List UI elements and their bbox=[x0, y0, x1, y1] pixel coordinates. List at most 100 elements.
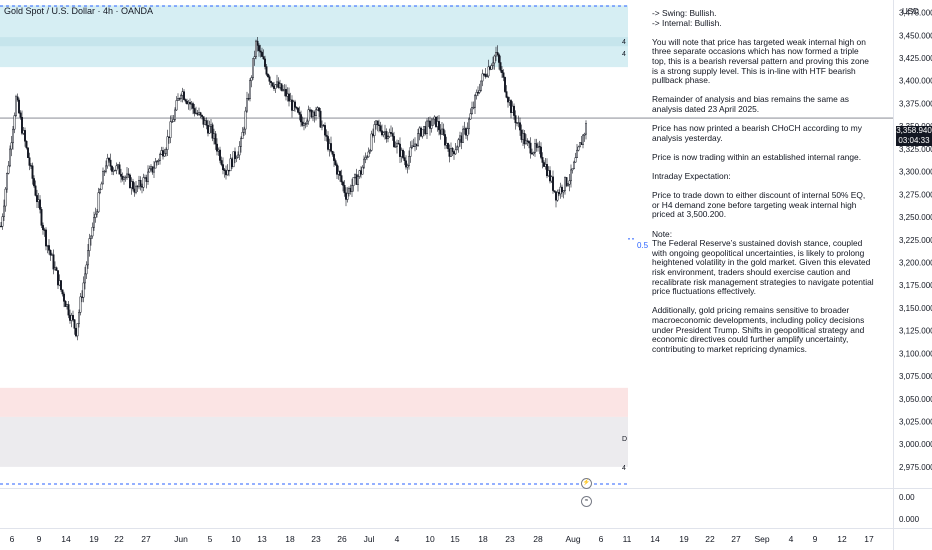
candle-body bbox=[451, 148, 454, 152]
candle-body bbox=[406, 165, 409, 168]
candle-body bbox=[67, 304, 70, 316]
candle-body bbox=[52, 254, 55, 270]
candle-body bbox=[291, 99, 293, 111]
candle-body bbox=[430, 125, 433, 129]
candle-body bbox=[163, 153, 166, 157]
candle-body bbox=[546, 164, 548, 177]
candle-body bbox=[204, 120, 206, 125]
candles-layer bbox=[0, 37, 587, 341]
candle-body bbox=[498, 54, 500, 63]
candle-body bbox=[564, 177, 566, 191]
candle-body bbox=[417, 133, 419, 146]
candle-body bbox=[108, 157, 110, 161]
candle-body bbox=[235, 157, 238, 159]
candle-body bbox=[229, 158, 232, 172]
candle-body bbox=[241, 131, 244, 139]
candle-body bbox=[402, 149, 404, 158]
candle-body bbox=[472, 106, 475, 109]
candle-body bbox=[549, 170, 551, 182]
time-tick-label: Jun bbox=[174, 534, 188, 544]
candle-body bbox=[304, 123, 307, 125]
candle-body bbox=[376, 120, 379, 126]
candle-body bbox=[261, 51, 263, 57]
candle-body bbox=[337, 170, 340, 175]
candle-body bbox=[94, 213, 97, 218]
time-tick-label: 9 bbox=[37, 534, 42, 544]
candle-body bbox=[342, 181, 344, 186]
candle-body bbox=[373, 124, 376, 136]
candle-body bbox=[97, 192, 100, 213]
candle-body bbox=[388, 132, 391, 137]
candle-body bbox=[438, 121, 440, 131]
candle-body bbox=[460, 135, 463, 143]
candle-body bbox=[178, 98, 181, 100]
candle-body bbox=[484, 73, 487, 77]
candle-body bbox=[541, 157, 544, 163]
candle-body bbox=[339, 170, 341, 176]
candle-body bbox=[174, 109, 176, 120]
candle-body bbox=[256, 40, 259, 46]
candle-body bbox=[363, 158, 365, 168]
candle-body bbox=[183, 91, 185, 100]
candle-body bbox=[81, 296, 83, 298]
time-tick-label: 22 bbox=[705, 534, 715, 544]
candle-body bbox=[519, 122, 521, 131]
candle-body bbox=[99, 189, 101, 193]
candle-body bbox=[219, 149, 221, 161]
candle-body bbox=[436, 121, 439, 127]
candle-body bbox=[249, 80, 251, 99]
candle-body bbox=[46, 245, 49, 247]
candle-body bbox=[12, 128, 14, 144]
candle-body bbox=[195, 112, 197, 115]
candle-body bbox=[48, 245, 50, 251]
candle-body bbox=[562, 190, 565, 193]
candle-body bbox=[262, 56, 265, 60]
candle-body bbox=[84, 273, 86, 284]
candle-body bbox=[496, 52, 499, 56]
candle-body bbox=[72, 315, 74, 320]
candle-body bbox=[577, 146, 580, 151]
candle-body bbox=[93, 217, 95, 228]
candle-body bbox=[490, 65, 493, 70]
time-axis[interactable]: 6 9 14 19 22 27 Jun 5 10 13 18 23 26 Jul 4 10 15 18 23 28 Au… bbox=[10, 534, 874, 544]
candle-body bbox=[151, 166, 154, 173]
candle-body bbox=[412, 145, 415, 147]
candle-body bbox=[244, 110, 247, 130]
candle-body bbox=[192, 103, 194, 109]
candle-body bbox=[171, 121, 173, 123]
lightning-icon[interactable]: ⚡ bbox=[581, 478, 592, 489]
candle-body bbox=[324, 125, 326, 136]
wave-icon[interactable]: ≈ bbox=[581, 496, 592, 507]
candle-body bbox=[525, 140, 527, 145]
candle-body bbox=[63, 293, 65, 302]
note-paragraph: Remainder of analysis and bias remains t… bbox=[652, 94, 849, 114]
candle-body bbox=[396, 142, 398, 147]
time-tick-label: 23 bbox=[505, 534, 515, 544]
time-tick-label: 23 bbox=[311, 534, 321, 544]
time-tick-label: 4 bbox=[789, 534, 794, 544]
candle-body bbox=[280, 83, 283, 91]
candle-body bbox=[250, 77, 253, 81]
candle-body bbox=[427, 120, 430, 123]
candle-body bbox=[24, 130, 26, 142]
candle-body bbox=[132, 181, 134, 190]
candle-body bbox=[90, 235, 92, 239]
price-tick-label: 3,225.000 bbox=[899, 236, 932, 245]
candle-body bbox=[511, 105, 514, 113]
candle-body bbox=[34, 185, 37, 196]
price-axis[interactable]: 3,475.000 3,450.000 3,425.000 3,400.000 3,37… bbox=[899, 9, 932, 524]
candle-body bbox=[444, 134, 446, 146]
candle-body bbox=[385, 131, 388, 140]
candle-body bbox=[253, 56, 256, 59]
candle-body bbox=[13, 115, 16, 130]
candle-body bbox=[114, 169, 116, 172]
candle-body bbox=[64, 301, 67, 307]
candle-body bbox=[58, 280, 61, 286]
event-icons[interactable]: ⚡≈ bbox=[581, 471, 603, 507]
candle-body bbox=[28, 157, 31, 166]
time-tick-label: 26 bbox=[337, 534, 347, 544]
candle-body bbox=[307, 109, 310, 122]
time-tick-label: 19 bbox=[89, 534, 99, 544]
candle-body bbox=[286, 93, 289, 97]
